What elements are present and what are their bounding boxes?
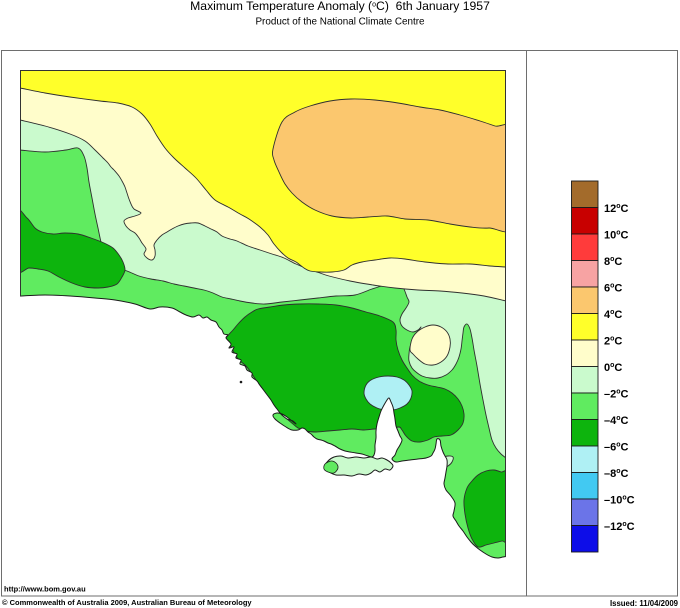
svg-text:Issued: 11/04/2009: Issued: 11/04/2009 bbox=[610, 599, 679, 608]
svg-text:12oC: 12oC bbox=[604, 203, 629, 215]
svg-text:8oC: 8oC bbox=[604, 256, 622, 268]
svg-text:–4oC: –4oC bbox=[604, 415, 629, 427]
svg-text:–2oC: –2oC bbox=[604, 389, 629, 401]
svg-text:–6oC: –6oC bbox=[604, 442, 629, 454]
svg-text:© Commonwealth of Australia 20: © Commonwealth of Australia 2009, Austra… bbox=[2, 598, 252, 607]
svg-text:0oC: 0oC bbox=[604, 362, 622, 374]
svg-text:Product of the National Climat: Product of the National Climate Centre bbox=[255, 17, 425, 28]
svg-text:2oC: 2oC bbox=[604, 336, 622, 348]
svg-text:Maximum Temperature Anomaly (o: Maximum Temperature Anomaly (oC) 6th Jan… bbox=[190, 0, 490, 13]
svg-text:10oC: 10oC bbox=[604, 230, 629, 242]
svg-text:6oC: 6oC bbox=[604, 283, 622, 295]
svg-text:–10oC: –10oC bbox=[604, 495, 635, 507]
svg-text:–8oC: –8oC bbox=[604, 468, 629, 480]
svg-text:–12oC: –12oC bbox=[604, 521, 635, 533]
svg-text:http://www.bom.gov.au: http://www.bom.gov.au bbox=[4, 585, 86, 594]
svg-text:4oC: 4oC bbox=[604, 309, 622, 321]
